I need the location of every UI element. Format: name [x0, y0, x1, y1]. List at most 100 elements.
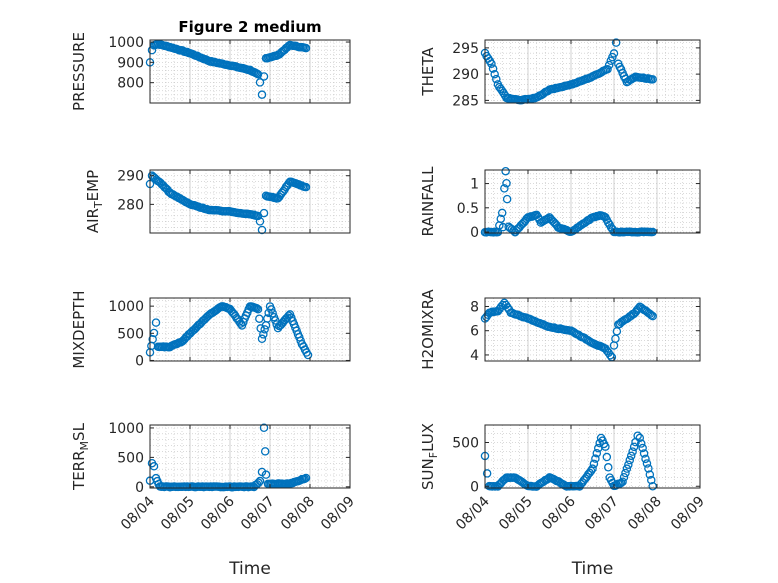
- axes-background: [485, 298, 700, 361]
- data-point: [501, 166, 510, 176]
- x-tick-label: 08/04: [453, 493, 493, 533]
- data-point: [621, 468, 630, 478]
- data-point: [498, 300, 507, 310]
- data-point: [605, 351, 615, 360]
- y-tick-label: 0: [135, 353, 144, 369]
- axes-background: [485, 40, 700, 103]
- axes-frame: [149, 297, 351, 362]
- axes-frame: [484, 424, 701, 489]
- y-tick-label: 500: [452, 436, 479, 452]
- y-tick-label: 0.5: [457, 201, 479, 217]
- y-tick-label: 8: [470, 299, 479, 315]
- panel-h2omixra: 4 6 8 H2OMIXRA: [419, 289, 701, 370]
- data-point: [642, 459, 652, 468]
- data-point: [259, 72, 269, 81]
- data-point: [589, 459, 599, 469]
- data-point: [497, 208, 507, 218]
- data-point: [482, 469, 492, 478]
- data-points: [145, 39, 311, 99]
- data-points: [480, 166, 657, 237]
- y-tick-label: 285: [452, 93, 479, 109]
- chart-title: Figure 2 medium: [178, 18, 321, 36]
- y-tick-label: 295: [452, 41, 479, 57]
- panel-air_temp: 280 290 AIRTEMP: [84, 169, 351, 235]
- y-tick-label: 0: [470, 225, 479, 241]
- data-point: [255, 476, 265, 486]
- x-tick-label: 08/09: [668, 494, 708, 534]
- y-tick-label: 1: [470, 177, 479, 193]
- data-point: [611, 38, 621, 47]
- x-tick-label: 08/09: [318, 494, 358, 534]
- data-point: [635, 433, 645, 443]
- data-point: [253, 304, 263, 314]
- x-tick-label: 08/04: [118, 493, 158, 533]
- y-tick-label: 500: [117, 326, 144, 342]
- axes-frame: [484, 297, 701, 362]
- data-point: [255, 217, 265, 226]
- data-point: [271, 316, 280, 325]
- y-axis-label: RAINFALL: [419, 166, 437, 237]
- data-point: [516, 221, 526, 230]
- data-point: [487, 59, 496, 68]
- data-point: [254, 478, 263, 487]
- data-points: [480, 431, 657, 491]
- panel-rainfall: 0 0.5 1 RAINFALL: [419, 166, 701, 241]
- data-point: [618, 477, 627, 487]
- data-point: [648, 227, 657, 237]
- y-tick-label: 800: [117, 76, 144, 92]
- x-tick-label: 08/05: [158, 494, 198, 534]
- data-point: [633, 431, 642, 441]
- data-point: [259, 423, 269, 433]
- data-point: [488, 64, 498, 73]
- data-point: [602, 452, 612, 462]
- data-point: [625, 455, 635, 465]
- data-point: [648, 481, 657, 491]
- data-point: [638, 443, 647, 453]
- data-point: [259, 208, 269, 218]
- panel-pressure: 800 900 1000 PRESSURE Figure 2 medium: [70, 18, 351, 111]
- panel-sun_flux: 0 500 08/04 08/05 08/06 08/07 08/08 08/09 SUNFLU…: [419, 423, 708, 579]
- data-point: [636, 439, 646, 448]
- data-point: [260, 325, 269, 334]
- axes-frame: [149, 39, 351, 104]
- data-point: [647, 311, 656, 320]
- data-point: [601, 442, 610, 451]
- panel-mixdepth: 0 500 1000 MIXDEPTH: [70, 290, 351, 369]
- data-point: [301, 43, 311, 53]
- y-tick-label: 900: [117, 55, 144, 71]
- axes-frame: [149, 169, 351, 234]
- data-points: [145, 171, 311, 235]
- data-point: [644, 464, 653, 473]
- y-axis-label: MIXDEPTH: [70, 290, 88, 368]
- y-tick-label: 1000: [108, 421, 144, 437]
- x-tick-label: 08/06: [539, 493, 579, 533]
- data-point: [268, 309, 277, 318]
- data-point: [629, 442, 639, 452]
- data-point: [279, 186, 288, 196]
- data-point: [261, 470, 271, 479]
- data-point: [604, 60, 614, 70]
- data-point: [628, 447, 637, 456]
- x-tick-label: 08/07: [582, 494, 622, 534]
- data-point: [301, 182, 311, 192]
- panel-theta: 285 290 295 THETA: [419, 38, 701, 109]
- data-points: [480, 38, 657, 105]
- data-points: [145, 302, 313, 360]
- y-tick-label: 290: [117, 169, 144, 185]
- data-point: [502, 179, 511, 188]
- data-point: [260, 447, 270, 456]
- x-tick-label: 08/08: [278, 494, 318, 534]
- data-point: [609, 49, 619, 58]
- panel-terr_msl: 0 500 1000 08/04 08/05 08/06 08/07 08/08 08/09 TE…: [70, 421, 358, 579]
- data-point: [604, 463, 613, 472]
- data-point: [255, 78, 265, 87]
- y-tick-label: 6: [470, 324, 479, 340]
- x-tick-label: 08/05: [496, 494, 536, 534]
- y-tick-label: 0: [470, 479, 479, 495]
- data-point: [603, 64, 612, 74]
- x-tick-label: 08/08: [625, 494, 665, 534]
- x-tick-label: 08/07: [238, 494, 278, 534]
- y-tick-label: 280: [117, 197, 144, 213]
- data-point: [252, 303, 261, 313]
